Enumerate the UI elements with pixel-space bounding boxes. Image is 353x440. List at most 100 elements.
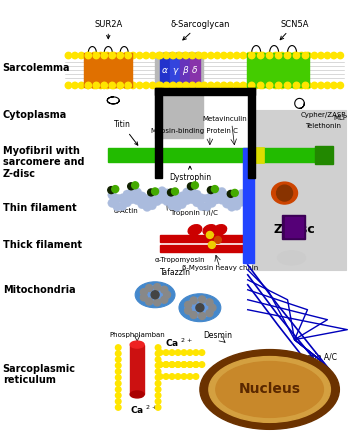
Circle shape: [285, 82, 292, 88]
Circle shape: [183, 82, 189, 88]
Circle shape: [146, 285, 152, 292]
Circle shape: [305, 82, 311, 88]
Circle shape: [187, 195, 196, 204]
Circle shape: [324, 52, 331, 59]
Circle shape: [130, 82, 136, 88]
Circle shape: [257, 52, 264, 59]
Circle shape: [149, 52, 156, 59]
Circle shape: [232, 202, 241, 210]
Bar: [256, 52, 265, 88]
Text: δ-Sarcoglycan: δ-Sarcoglycan: [170, 20, 230, 40]
Text: MLP: MLP: [333, 115, 347, 121]
Text: Sarcolemma: Sarcolemma: [3, 63, 70, 73]
Bar: [160, 235, 250, 242]
Circle shape: [193, 374, 199, 379]
Circle shape: [249, 52, 255, 59]
Circle shape: [155, 351, 161, 356]
Circle shape: [222, 199, 231, 208]
Circle shape: [113, 194, 122, 203]
Circle shape: [302, 52, 309, 59]
Circle shape: [115, 381, 121, 386]
Circle shape: [128, 195, 137, 204]
Circle shape: [154, 284, 161, 290]
Circle shape: [292, 52, 298, 59]
Circle shape: [190, 312, 197, 319]
Bar: [155, 88, 162, 178]
Circle shape: [195, 82, 201, 88]
Bar: [243, 148, 254, 263]
Circle shape: [237, 189, 246, 198]
Circle shape: [185, 307, 192, 314]
Bar: [116, 52, 125, 88]
Text: Thick filament: Thick filament: [3, 240, 82, 250]
Circle shape: [199, 350, 205, 356]
Circle shape: [130, 52, 136, 59]
Circle shape: [162, 82, 169, 88]
Circle shape: [227, 52, 233, 59]
Circle shape: [117, 52, 124, 59]
Bar: [155, 88, 255, 95]
Circle shape: [191, 182, 198, 189]
Text: α-Tropomyosin: α-Tropomyosin: [155, 257, 206, 263]
Circle shape: [273, 52, 279, 59]
Circle shape: [221, 52, 227, 59]
Circle shape: [227, 82, 233, 88]
Circle shape: [149, 82, 156, 88]
Circle shape: [234, 52, 240, 59]
Circle shape: [217, 195, 226, 204]
Circle shape: [169, 52, 175, 59]
Circle shape: [91, 52, 97, 59]
Circle shape: [125, 82, 131, 88]
Circle shape: [168, 189, 174, 196]
Circle shape: [298, 52, 305, 59]
Circle shape: [285, 52, 291, 59]
Circle shape: [91, 82, 97, 88]
Ellipse shape: [277, 251, 305, 265]
Bar: [130, 345, 144, 394]
Circle shape: [137, 82, 143, 88]
Circle shape: [192, 190, 202, 199]
Circle shape: [208, 82, 214, 88]
Circle shape: [206, 299, 213, 306]
Circle shape: [187, 183, 195, 190]
Circle shape: [155, 399, 161, 404]
Circle shape: [143, 202, 151, 212]
Circle shape: [279, 82, 285, 88]
Circle shape: [214, 52, 221, 59]
Circle shape: [196, 52, 202, 59]
Text: Cytoplasma: Cytoplasma: [3, 110, 67, 120]
Circle shape: [78, 82, 85, 88]
Circle shape: [298, 82, 305, 88]
Ellipse shape: [209, 356, 330, 422]
Circle shape: [331, 52, 337, 59]
Circle shape: [175, 362, 181, 367]
Circle shape: [176, 82, 183, 88]
Ellipse shape: [213, 225, 227, 235]
Circle shape: [104, 82, 110, 88]
Circle shape: [115, 369, 121, 374]
Text: Metavinculin: Metavinculin: [202, 116, 247, 122]
Ellipse shape: [298, 393, 311, 401]
Text: SCN5A: SCN5A: [280, 20, 309, 40]
Ellipse shape: [188, 225, 202, 235]
Circle shape: [199, 362, 205, 367]
Circle shape: [124, 52, 130, 59]
Bar: [252, 110, 346, 270]
Circle shape: [148, 201, 157, 210]
Circle shape: [138, 192, 146, 201]
Circle shape: [168, 201, 176, 210]
Circle shape: [187, 374, 193, 379]
Circle shape: [110, 82, 117, 88]
Circle shape: [275, 52, 282, 59]
Text: Nucleus: Nucleus: [239, 382, 301, 396]
Circle shape: [85, 52, 91, 59]
Circle shape: [157, 362, 163, 367]
Ellipse shape: [268, 400, 282, 408]
Circle shape: [157, 362, 163, 367]
Text: Ca $^{2+}$: Ca $^{2+}$: [130, 404, 158, 416]
Text: Thin filament: Thin filament: [3, 203, 76, 213]
Circle shape: [266, 82, 272, 88]
Circle shape: [152, 189, 162, 198]
Circle shape: [178, 192, 186, 201]
Circle shape: [85, 82, 91, 88]
